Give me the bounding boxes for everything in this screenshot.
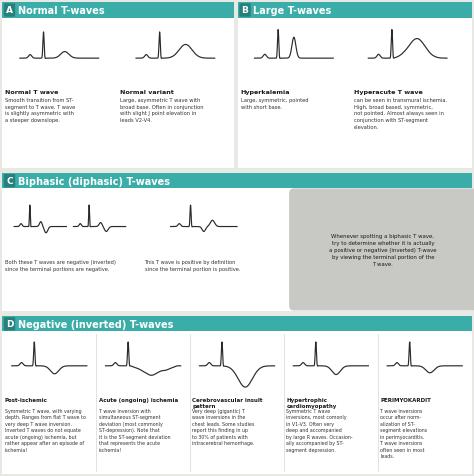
Text: Normal variant: Normal variant — [120, 90, 174, 95]
Text: Large T-waves: Large T-waves — [253, 6, 331, 16]
Text: Whenever spotting a biphasic T wave,
try to determine whether it is actually
a p: Whenever spotting a biphasic T wave, try… — [329, 233, 437, 267]
Text: Hyperkalemia: Hyperkalemia — [241, 90, 290, 95]
Text: Post-ischemic: Post-ischemic — [5, 397, 47, 402]
FancyBboxPatch shape — [4, 4, 15, 18]
FancyBboxPatch shape — [4, 175, 15, 188]
Text: Hypertrophic
cardiomyopathy: Hypertrophic cardiomyopathy — [286, 397, 337, 408]
Text: A: A — [6, 7, 13, 15]
Text: This T wave is positive by definition
since the terminal portion is positive.: This T wave is positive by definition si… — [145, 259, 240, 271]
Text: Symmetric T wave, with varying
depth. Ranges from flat T wave to
very deep T wav: Symmetric T wave, with varying depth. Ra… — [5, 408, 86, 452]
Text: Acute (ongoing) ischemia: Acute (ongoing) ischemia — [99, 397, 178, 402]
Text: Large, asymmetric T wave with
broad base. Often in conjunction
with slight J poi: Large, asymmetric T wave with broad base… — [120, 98, 203, 123]
Bar — [2, 3, 234, 19]
Text: B: B — [242, 7, 248, 15]
Bar — [2, 174, 472, 189]
Text: C: C — [6, 177, 13, 186]
Text: Very deep (gigantic) T
wave inversions in the
chest leads. Some studies
report t: Very deep (gigantic) T wave inversions i… — [192, 408, 255, 446]
FancyBboxPatch shape — [4, 317, 15, 331]
Text: Smooth transition from ST-
segment to T wave. T wave
is slightly asymmetric with: Smooth transition from ST- segment to T … — [5, 98, 75, 123]
Bar — [2, 317, 472, 332]
FancyBboxPatch shape — [239, 4, 251, 18]
Text: Negative (inverted) T-waves: Negative (inverted) T-waves — [18, 319, 173, 329]
Bar — [238, 3, 472, 169]
Text: Cerebrovascular insult
pattern: Cerebrovascular insult pattern — [192, 397, 263, 408]
Text: Hyperacute T wave: Hyperacute T wave — [354, 90, 423, 95]
FancyBboxPatch shape — [289, 189, 474, 311]
Text: Symmetric T wave
inversions, most comonly
in V1-V3. Often very
deep and accompan: Symmetric T wave inversions, most comonl… — [286, 408, 353, 452]
Text: T wave inversions
occur after norm-
alization of ST-
segment elevations
in perim: T wave inversions occur after norm- aliz… — [380, 408, 427, 458]
Bar — [2, 174, 472, 312]
Text: PERIMYOKARDIT: PERIMYOKARDIT — [380, 397, 431, 402]
Text: T wave inversion with
simultaneous ST-segment
deviation (most commonly
ST-depres: T wave inversion with simultaneous ST-se… — [99, 408, 170, 452]
Text: Normal T wave: Normal T wave — [5, 90, 59, 95]
Bar — [2, 3, 234, 169]
Text: D: D — [6, 320, 13, 328]
Text: Large, symmetric, pointed
with short base.: Large, symmetric, pointed with short bas… — [241, 98, 308, 109]
Bar — [238, 3, 472, 19]
Text: Normal T-waves: Normal T-waves — [18, 6, 104, 16]
Text: Both these T waves are negative (inverted)
since the terminal portions are negat: Both these T waves are negative (inverte… — [5, 259, 116, 271]
Bar — [2, 317, 472, 474]
Text: Biphasic (diphasic) T-waves: Biphasic (diphasic) T-waves — [18, 177, 170, 186]
Text: can be seen in transmural ischemia.
High, broad based, symmetric,
not pointed. A: can be seen in transmural ischemia. High… — [354, 98, 447, 130]
